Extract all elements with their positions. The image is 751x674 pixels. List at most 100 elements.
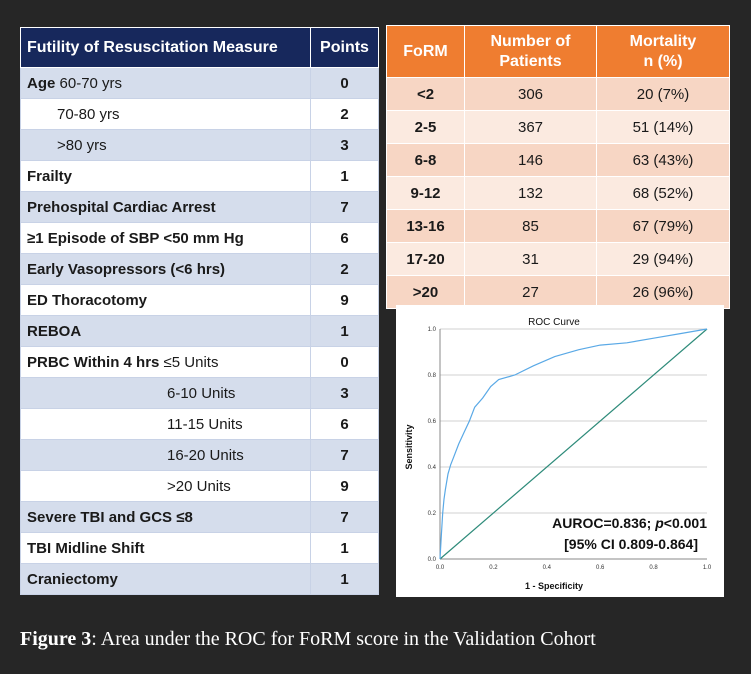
measure-cell: ≥1 Episode of SBP <50 mm Hg [20, 222, 311, 254]
roc-chart-panel: ROC Curve 0.0 0.2 0.4 0.6 0.8 1.0 0.0 0.2 0.4 0.6… [396, 305, 724, 597]
points-cell: 9 [310, 284, 379, 316]
measure-label: 60-70 yrs [55, 74, 123, 92]
table-row: REBOA 1 [20, 315, 379, 347]
measure-label-bold: REBOA [27, 322, 82, 340]
y-tick-label: 0.2 [428, 511, 437, 517]
patients-header-line1: Number of [490, 32, 571, 50]
measure-label-bold: PRBC Within 4 hrs [27, 353, 160, 371]
form-column-header: FoRM [386, 25, 465, 78]
form-score-cell: 2-5 [386, 110, 465, 144]
mortality-cell: 67 (79%) [596, 209, 730, 243]
measure-cell: >80 yrs [20, 129, 311, 161]
p-value: <0.001 [664, 515, 707, 531]
table-row: >80 yrs 3 [20, 129, 379, 161]
mortality-column-header: Mortality n (%) [596, 25, 730, 78]
table-row: ED Thoracotomy 9 [20, 284, 379, 316]
table-row: Early Vasopressors (<6 hrs) 2 [20, 253, 379, 285]
mortality-cell: 68 (52%) [596, 176, 730, 210]
table-row: PRBC Within 4 hrs ≤5 Units 0 [20, 346, 379, 378]
table-row: 9-12 132 68 (52%) [386, 176, 730, 210]
measure-label-bold: ED Thoracotomy [27, 291, 148, 309]
measure-cell: 6-10 Units [20, 377, 311, 409]
measure-cell: Age 60-70 yrs [20, 67, 311, 99]
measure-cell: Frailty [20, 160, 311, 192]
roc-chart: ROC Curve 0.0 0.2 0.4 0.6 0.8 1.0 0.0 0.2 0.4 0.6… [404, 317, 712, 591]
futility-measure-table: Futility of Resuscitation Measure Points… [20, 27, 379, 595]
table-row: Age 60-70 yrs 0 [20, 67, 379, 99]
measure-cell: TBI Midline Shift [20, 532, 311, 564]
y-tick-label: 0.6 [428, 419, 437, 425]
form-score-cell: 17-20 [386, 242, 465, 276]
measure-label: 16-20 Units [167, 446, 244, 464]
measure-label: >80 yrs [57, 136, 107, 154]
mortality-cell: 29 (94%) [596, 242, 730, 276]
table-row: TBI Midline Shift 1 [20, 532, 379, 564]
figure-caption: Figure 3: Area under the ROC for FoRM sc… [20, 628, 596, 651]
points-column-header: Points [310, 27, 379, 68]
points-cell: 7 [310, 439, 379, 471]
x-tick-label: 0.0 [436, 565, 445, 571]
x-tick-label: 0.6 [596, 565, 605, 571]
reference-diagonal-line [439, 328, 708, 560]
form-score-cell: >20 [386, 275, 465, 309]
form-score-cell: 6-8 [386, 143, 465, 177]
table-row: 2-5 367 51 (14%) [386, 110, 730, 144]
patients-cell: 132 [464, 176, 597, 210]
patients-cell: 146 [464, 143, 597, 177]
y-tick-label: 0.4 [428, 465, 437, 471]
points-cell: 1 [310, 563, 379, 595]
x-tick-label: 0.2 [489, 565, 498, 571]
y-tick-label: 0.8 [428, 373, 437, 379]
form-mortality-table: FoRM Number of Patients Mortality n (%) … [386, 25, 730, 309]
mortality-cell: 63 (43%) [596, 143, 730, 177]
measure-label: ≤5 Units [159, 353, 219, 371]
measure-cell: 16-20 Units [20, 439, 311, 471]
measure-cell: Early Vasopressors (<6 hrs) [20, 253, 311, 285]
points-cell: 1 [310, 532, 379, 564]
patients-cell: 31 [464, 242, 597, 276]
points-cell: 3 [310, 377, 379, 409]
points-cell: 0 [310, 67, 379, 99]
measure-label-bold: Craniectomy [27, 570, 118, 588]
measure-cell: 70-80 yrs [20, 98, 311, 130]
measure-cell: REBOA [20, 315, 311, 347]
points-cell: 3 [310, 129, 379, 161]
points-cell: 0 [310, 346, 379, 378]
y-tick-label: 0.0 [428, 557, 437, 563]
patients-cell: 27 [464, 275, 597, 309]
form-score-cell: 9-12 [386, 176, 465, 210]
table-row: 16-20 Units 7 [20, 439, 379, 471]
measure-cell: 11-15 Units [20, 408, 311, 440]
x-axis-label: 1 - Specificity [525, 581, 583, 591]
measure-label: 6-10 Units [167, 384, 236, 402]
measure-label-bold: Frailty [27, 167, 73, 185]
measure-label-bold: TBI Midline Shift [27, 539, 145, 557]
measure-label-bold: Severe TBI and GCS ≤8 [27, 508, 193, 526]
measure-cell: Prehospital Cardiac Arrest [20, 191, 311, 223]
x-tick-label: 1.0 [703, 565, 712, 571]
table-row: Prehospital Cardiac Arrest 7 [20, 191, 379, 223]
figure-number: Figure 3 [20, 628, 92, 650]
table-row: <2 306 20 (7%) [386, 77, 730, 111]
auroc-text: AUROC=0.836; [552, 515, 655, 531]
measure-cell: Craniectomy [20, 563, 311, 595]
measure-column-header: Futility of Resuscitation Measure [20, 27, 311, 68]
points-cell: 2 [310, 98, 379, 130]
measure-cell: ED Thoracotomy [20, 284, 311, 316]
points-cell: 6 [310, 222, 379, 254]
points-cell: 7 [310, 501, 379, 533]
points-cell: 7 [310, 191, 379, 223]
table-row: 17-20 31 29 (94%) [386, 242, 730, 276]
table-row: >20 27 26 (96%) [386, 275, 730, 309]
ci-annotation: [95% CI 0.809-0.864] [564, 536, 698, 552]
table-row: 6-10 Units 3 [20, 377, 379, 409]
measure-label-bold: Prehospital Cardiac Arrest [27, 198, 216, 216]
table-row: ≥1 Episode of SBP <50 mm Hg 6 [20, 222, 379, 254]
measure-cell: Severe TBI and GCS ≤8 [20, 501, 311, 533]
measure-cell: PRBC Within 4 hrs ≤5 Units [20, 346, 311, 378]
points-cell: 9 [310, 470, 379, 502]
table-row: 11-15 Units 6 [20, 408, 379, 440]
table-row: 70-80 yrs 2 [20, 98, 379, 130]
table-row: >20 Units 9 [20, 470, 379, 502]
table-header-row: FoRM Number of Patients Mortality n (%) [386, 25, 730, 78]
